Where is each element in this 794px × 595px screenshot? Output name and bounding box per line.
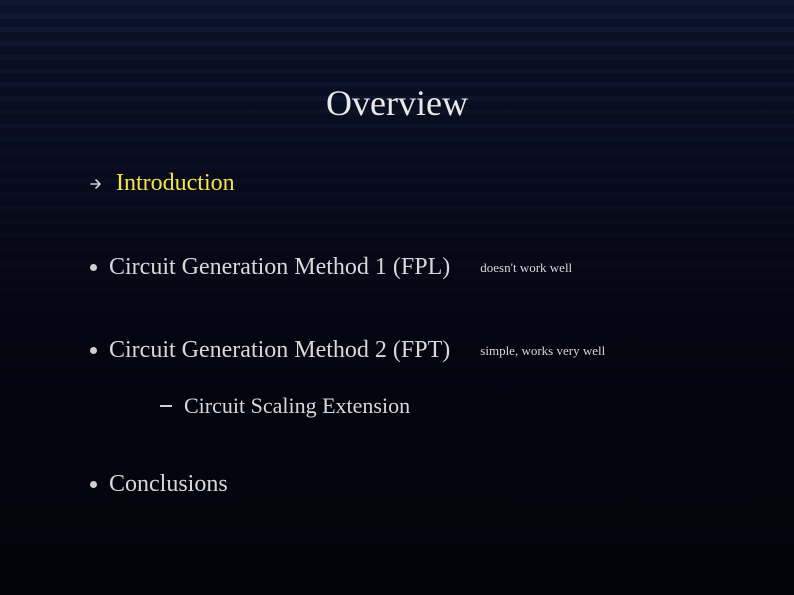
item-annotation: simple, works very well — [480, 343, 605, 359]
list-item-method-2: Circuit Generation Method 2 (FPT) simple… — [90, 337, 605, 364]
arrow-bullet-icon — [90, 177, 104, 191]
dash-bullet-icon — [160, 405, 172, 407]
list-item-conclusions: Conclusions — [90, 471, 228, 498]
list-item-introduction: Introduction — [90, 170, 235, 197]
list-item-method-1: Circuit Generation Method 1 (FPL) doesn'… — [90, 254, 572, 281]
slide: Overview Introduction Circuit Generation… — [0, 0, 794, 595]
item-label: Introduction — [116, 170, 235, 197]
slide-title: Overview — [0, 82, 794, 124]
item-label: Circuit Generation Method 1 (FPL) — [109, 254, 450, 281]
dot-bullet-icon — [90, 264, 97, 271]
item-annotation: doesn't work well — [480, 260, 572, 276]
dot-bullet-icon — [90, 481, 97, 488]
list-subitem-scaling-extension: Circuit Scaling Extension — [160, 393, 410, 419]
dot-bullet-icon — [90, 347, 97, 354]
item-label: Circuit Generation Method 2 (FPT) — [109, 337, 450, 364]
item-label: Conclusions — [109, 471, 228, 498]
item-label: Circuit Scaling Extension — [184, 393, 410, 419]
